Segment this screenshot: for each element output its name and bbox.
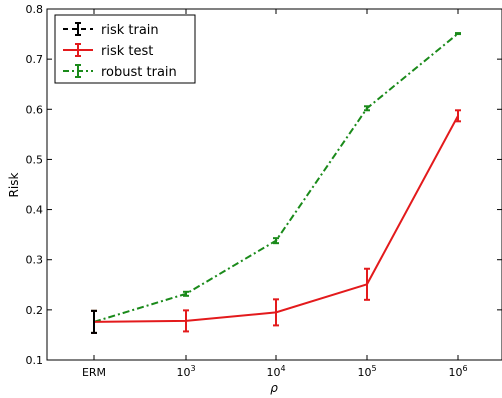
x-tick-label: 105 [357, 364, 376, 379]
error-bar [183, 290, 189, 297]
y-tick-label: 0.2 [26, 304, 44, 317]
plot-frame [46, 8, 502, 361]
legend: risk train risk test robust train [54, 14, 196, 84]
error-bar [455, 109, 461, 123]
error-bar [91, 309, 97, 334]
x-tick-label: 104 [266, 364, 285, 379]
legend-item: risk train [63, 22, 159, 38]
x-tick-label: 103 [176, 364, 195, 379]
error-bar [273, 237, 279, 245]
plot-axes: 0.1 0.2 0.3 0.4 0.5 0.6 0.7 0.8 ERM 103 104 105 106 [26, 3, 502, 379]
y-tick-label: 0.7 [26, 53, 44, 66]
error-bar [364, 267, 370, 301]
legend-item: risk test [63, 43, 153, 59]
legend-item: robust train [63, 64, 177, 80]
series-line [93, 115, 459, 323]
x-axis-label: ρ [270, 381, 278, 395]
error-bar [273, 298, 279, 327]
legend-label: risk test [101, 44, 153, 59]
y-tick-label: 0.1 [26, 354, 44, 367]
series-layer [91, 32, 461, 334]
error-bar [364, 105, 370, 112]
error-bar [455, 32, 461, 36]
series-risk-test [91, 109, 461, 334]
x-tick-label: 106 [448, 364, 467, 379]
y-tick-label: 0.6 [26, 103, 44, 116]
y-tick-label: 0.3 [26, 254, 44, 267]
legend-label: robust train [101, 65, 177, 80]
series-risk-train [91, 309, 97, 334]
legend-label: risk train [101, 23, 159, 38]
x-tick-label: ERM [82, 366, 106, 379]
y-tick-label: 0.4 [26, 204, 44, 217]
y-tick-label: 0.8 [26, 3, 44, 16]
y-axis-label: Risk [7, 173, 21, 198]
series-robust-train [91, 32, 461, 334]
error-bar [183, 309, 189, 333]
y-tick-label: 0.5 [26, 153, 44, 166]
